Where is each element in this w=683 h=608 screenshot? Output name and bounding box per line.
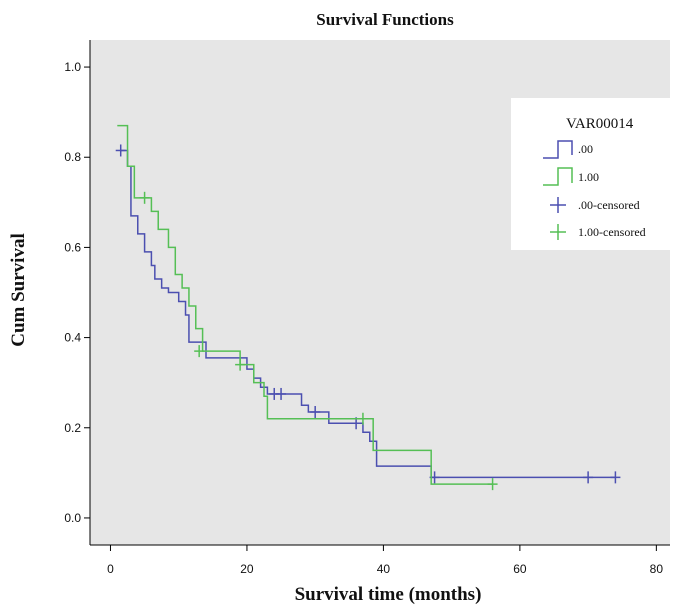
censored-marker-00 <box>310 405 321 418</box>
censored-marker-100 <box>139 191 150 204</box>
censored-marker-100 <box>235 358 246 371</box>
x-ticks: 0 20 40 60 80 <box>107 545 663 576</box>
x-tick-label: 20 <box>240 562 254 576</box>
censored-marker-00 <box>610 471 621 484</box>
legend-swatch-step-100 <box>543 167 573 186</box>
legend-swatch-step-00 <box>543 140 573 159</box>
y-ticks: 0.0 0.2 0.4 0.6 0.8 1.0 <box>64 60 90 525</box>
x-tick-label: 0 <box>107 562 114 576</box>
y-tick-label: 0.8 <box>64 150 81 164</box>
legend-label-00: .00 <box>578 142 593 156</box>
y-tick-label: 0.2 <box>64 421 81 435</box>
y-tick-label: 0.4 <box>64 331 81 345</box>
legend-censor-marker-00 <box>550 197 566 213</box>
legend-label-100: 1.00 <box>578 170 599 184</box>
censored-marker-00 <box>583 471 594 484</box>
y-tick-label: 0.0 <box>64 511 81 525</box>
y-tick-label: 1.0 <box>64 60 81 74</box>
legend-title: VAR00014 <box>566 116 634 132</box>
survival-step-line-100 <box>117 124 493 485</box>
legend-box <box>511 98 683 250</box>
censored-marker-100 <box>194 345 205 358</box>
legend-label-100-censored: 1.00-censored <box>578 225 646 239</box>
legend-label-00-censored: .00-censored <box>578 198 640 212</box>
legend-censor-marker-100 <box>550 224 566 240</box>
chart-title: Survival Functions <box>316 10 454 29</box>
censored-marker-100 <box>487 478 498 491</box>
y-axis-title: Cum Survival <box>8 233 29 347</box>
x-tick-label: 60 <box>513 562 527 576</box>
censored-marker-00 <box>276 387 287 400</box>
censored-marker-100 <box>357 412 368 425</box>
censored-marker-00 <box>115 144 126 157</box>
survival-step-line-00 <box>120 149 616 479</box>
x-tick-label: 80 <box>650 562 664 576</box>
x-tick-label: 40 <box>377 562 391 576</box>
series-layer <box>115 124 621 491</box>
y-tick-label: 0.6 <box>64 240 81 254</box>
legend: VAR00014 .00 1.00 .00-censored 1.00-cens… <box>511 98 683 250</box>
x-axis-title: Survival time (months) <box>295 584 482 605</box>
